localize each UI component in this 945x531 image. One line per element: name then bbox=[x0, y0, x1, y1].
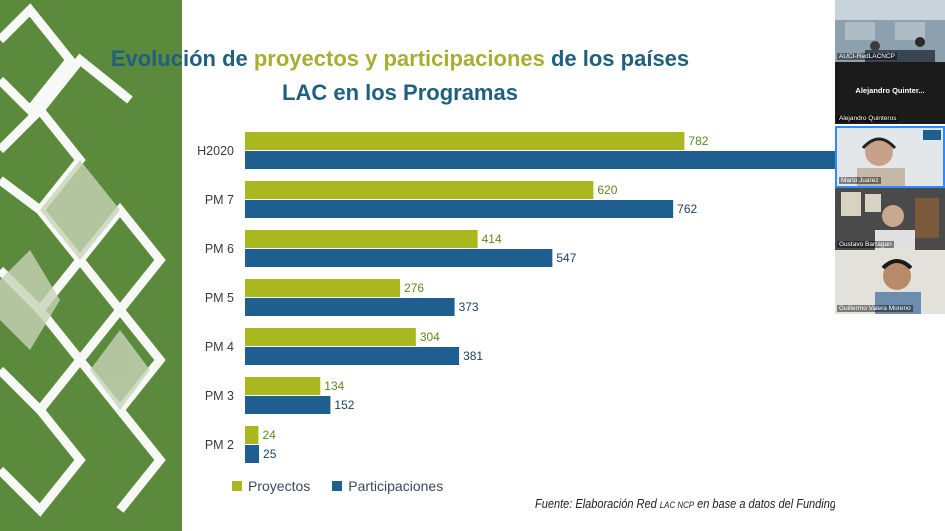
category-label: PM 7 bbox=[205, 193, 234, 207]
bar-chart: H2020 782 PM 7 620 762 PM 6 414 547 PM 5 276 373 PM… bbox=[197, 132, 835, 463]
chart-legend: Proyectos Participaciones bbox=[232, 478, 465, 494]
participant-tile[interactable]: Gustavo Barragan bbox=[835, 188, 945, 250]
bar-participaciones bbox=[245, 347, 460, 365]
bar-participaciones bbox=[245, 151, 835, 169]
participant-display-name: Alejandro Quinter... bbox=[855, 86, 925, 95]
video-feed-person bbox=[835, 188, 945, 250]
participant-tile-active-speaker[interactable]: Mario Juarez bbox=[835, 126, 945, 188]
category-label: H2020 bbox=[197, 144, 234, 158]
title-highlight: proyectos y participaciones bbox=[253, 46, 545, 71]
bar-participaciones bbox=[245, 200, 674, 218]
participant-tile[interactable]: AUCI-RedLACNCP bbox=[835, 0, 945, 62]
category-label: PM 3 bbox=[205, 389, 234, 403]
participant-name: Alejandro Quinteros bbox=[837, 115, 899, 122]
legend-label-proyectos: Proyectos bbox=[248, 478, 311, 494]
category-label: PM 5 bbox=[205, 291, 234, 305]
category-label: PM 6 bbox=[205, 242, 234, 256]
decorative-side-panel bbox=[0, 0, 182, 531]
participant-tile[interactable]: Alejandro Quinter... Alejandro Quinteros bbox=[835, 62, 945, 124]
participant-name: Guillermo Valera Moreno bbox=[837, 305, 913, 312]
bar-proyectos bbox=[245, 132, 685, 150]
data-label: 134 bbox=[324, 379, 344, 393]
title-line2: LAC en los Programas bbox=[282, 80, 518, 105]
data-label: 25 bbox=[263, 447, 277, 461]
hexagon-pattern-graphic bbox=[0, 3, 166, 517]
bar-proyectos bbox=[245, 181, 594, 199]
data-label: 782 bbox=[688, 134, 708, 148]
category-label: PM 2 bbox=[205, 438, 234, 452]
legend-label-participaciones: Participaciones bbox=[348, 478, 444, 494]
data-label: 547 bbox=[556, 251, 576, 265]
data-label: 414 bbox=[482, 232, 502, 246]
participants-panel[interactable]: AUCI-RedLACNCP Alejandro Quinter... Alej… bbox=[835, 0, 945, 531]
bar-proyectos bbox=[245, 328, 416, 346]
category-label: PM 4 bbox=[205, 340, 234, 354]
bar-participaciones bbox=[245, 298, 455, 316]
participant-tile[interactable]: Guillermo Valera Moreno bbox=[835, 250, 945, 314]
data-label: 152 bbox=[334, 398, 354, 412]
video-feed-office bbox=[835, 0, 945, 62]
title-part1: Evolución de bbox=[110, 46, 254, 71]
participant-name: AUCI-RedLACNCP bbox=[837, 53, 897, 60]
source-small: LAC NCP bbox=[659, 500, 695, 510]
legend-item-proyectos: Proyectos bbox=[232, 478, 310, 494]
data-label: 620 bbox=[597, 183, 617, 197]
bar-proyectos bbox=[245, 230, 478, 248]
video-feed-person bbox=[837, 128, 943, 186]
data-label: 304 bbox=[420, 330, 440, 344]
legend-swatch-participaciones bbox=[332, 481, 343, 491]
data-label: 24 bbox=[262, 428, 276, 442]
bar-proyectos bbox=[245, 377, 321, 395]
chart-title: Evolución de proyectos y participaciones… bbox=[0, 42, 800, 110]
data-label: 381 bbox=[463, 349, 483, 363]
video-feed-person bbox=[835, 250, 945, 314]
bar-proyectos bbox=[245, 279, 401, 297]
participant-name: Mario Juarez bbox=[839, 177, 881, 184]
bar-participaciones bbox=[245, 445, 260, 463]
bar-participaciones bbox=[245, 249, 553, 267]
data-label: 276 bbox=[404, 281, 424, 295]
data-label: 373 bbox=[459, 300, 479, 314]
source-prefix: Fuente: Elaboración Red bbox=[535, 497, 660, 511]
bar-proyectos bbox=[245, 426, 259, 444]
bar-participaciones bbox=[245, 396, 331, 414]
participant-name: Gustavo Barragan bbox=[837, 241, 894, 248]
data-label: 762 bbox=[677, 202, 697, 216]
title-part2: de los países bbox=[544, 46, 690, 71]
legend-swatch-proyectos bbox=[232, 481, 242, 491]
legend-item-participaciones: Participaciones bbox=[332, 478, 443, 494]
